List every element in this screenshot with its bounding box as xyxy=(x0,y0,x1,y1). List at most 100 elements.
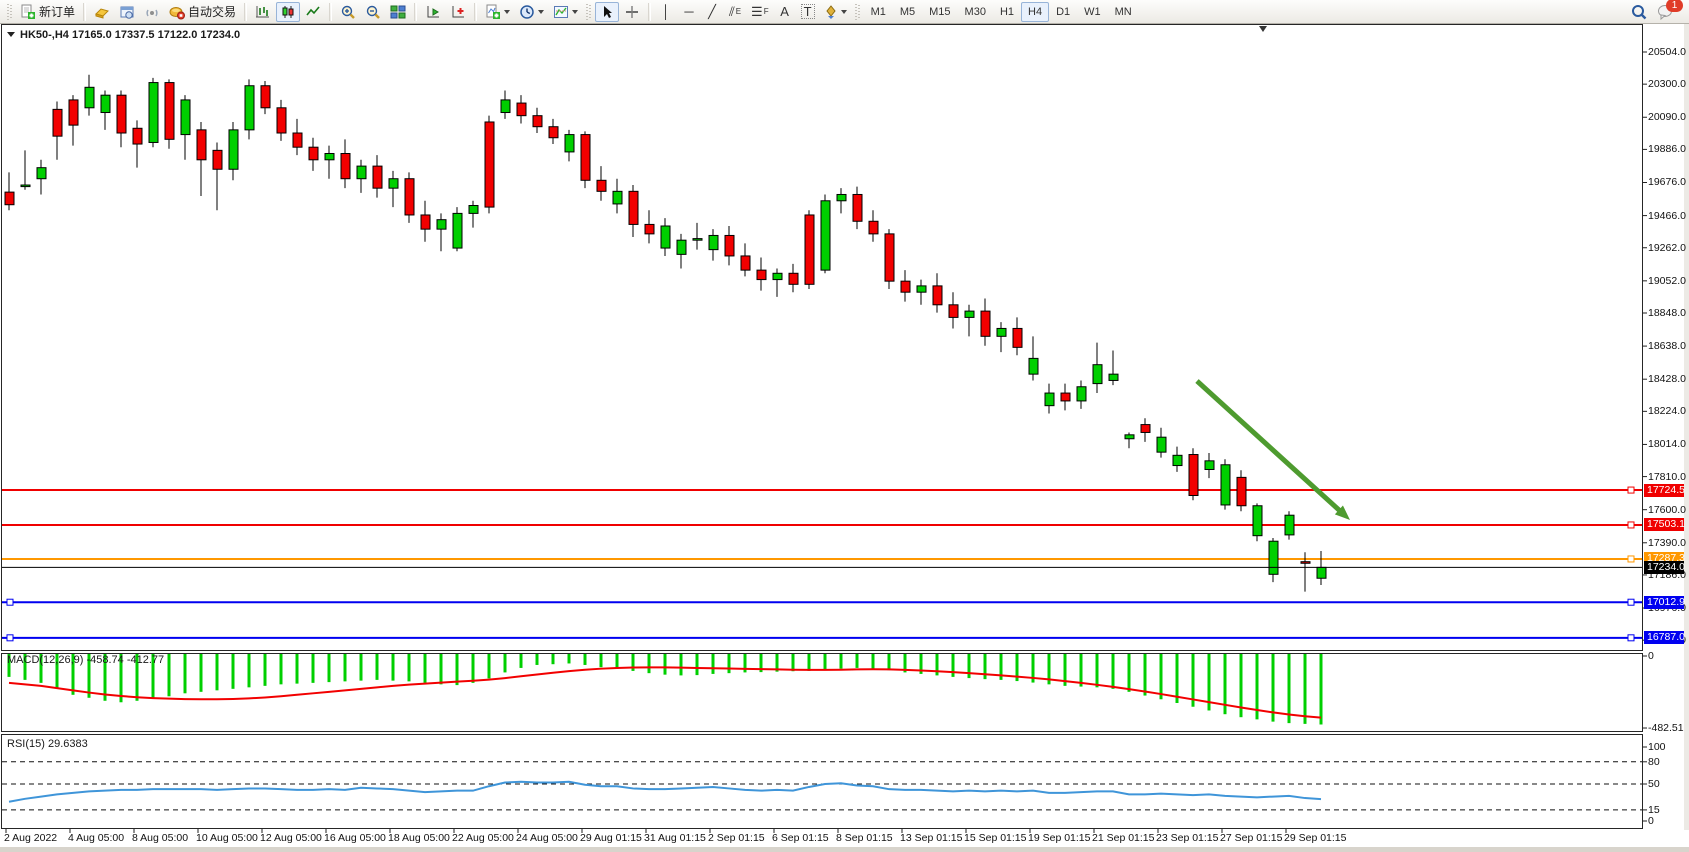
signals-button[interactable] xyxy=(140,2,164,22)
tile-windows-button[interactable] xyxy=(386,2,410,22)
timeframe-button-m1[interactable]: M1 xyxy=(864,2,893,22)
toolbar-separator xyxy=(244,2,248,21)
price-tick-label: 19262.0 xyxy=(1648,241,1686,254)
time-tick-label: 16 Aug 05:00 xyxy=(324,832,386,844)
timeframe-button-m30[interactable]: M30 xyxy=(958,2,993,22)
chart-shift-marker[interactable] xyxy=(1259,26,1267,36)
channel-sub-label: E xyxy=(735,7,742,16)
price-tick-label: 17810.0 xyxy=(1648,470,1686,483)
dropdown-caret-icon xyxy=(840,10,847,17)
chart-shift-icon xyxy=(452,5,465,17)
timeframe-button-h4[interactable]: H4 xyxy=(1021,1,1050,22)
arrow-objects-button[interactable] xyxy=(820,2,851,22)
zoom-out-button[interactable] xyxy=(361,2,385,22)
tile-windows-icon xyxy=(390,5,406,18)
chart-shift-button[interactable] xyxy=(446,2,470,22)
collapse-icon[interactable] xyxy=(7,32,15,41)
trendline-icon: ╱ xyxy=(708,4,716,19)
text-label-icon: T xyxy=(800,4,815,19)
templates-icon xyxy=(554,5,569,18)
pane-separator-rsi[interactable] xyxy=(1,731,1643,735)
zoom-in-icon xyxy=(341,5,355,19)
dropdown-caret-icon xyxy=(538,10,545,17)
new-order-button[interactable]: 新订单 xyxy=(16,2,79,22)
notification-count-badge: 1 xyxy=(1666,0,1683,12)
window-bottom-edge xyxy=(0,847,1689,852)
bar-chart-type-button[interactable] xyxy=(251,2,275,22)
candlestick-chart-icon xyxy=(282,5,294,18)
price-tick-label: 16772.0 xyxy=(1648,634,1686,647)
crosshair-icon xyxy=(626,5,639,18)
channel-icon: ⫽ xyxy=(728,4,735,19)
price-level-badge: 17287.3 xyxy=(1644,552,1685,566)
toolbar-grip[interactable] xyxy=(7,3,12,20)
time-tick-label: 2 Sep 01:15 xyxy=(708,832,765,844)
timeframe-button-m15[interactable]: M15 xyxy=(922,2,957,22)
timeframe-button-d1[interactable]: D1 xyxy=(1049,2,1077,22)
autotrading-button[interactable]: 自动交易 xyxy=(165,2,240,22)
autotrading-icon xyxy=(169,6,186,19)
time-tick-label: 4 Aug 05:00 xyxy=(68,832,125,844)
search-icon xyxy=(1632,4,1647,19)
toolbar-grip[interactable] xyxy=(854,3,860,20)
text-tool-button[interactable]: A xyxy=(774,2,796,22)
pane-separator-macd[interactable] xyxy=(1,650,1643,654)
right-margin xyxy=(1684,24,1689,830)
price-tick-label: 18428.0 xyxy=(1648,373,1686,386)
time-tick-label: 8 Aug 05:00 xyxy=(132,832,189,844)
fibonacci-icon: ☰ xyxy=(751,4,763,19)
equidistant-channel-button[interactable]: ⫽ E xyxy=(724,2,746,22)
price-tick-label: 16976.0 xyxy=(1648,602,1686,615)
toolbar-separator xyxy=(474,2,478,21)
templates-button[interactable] xyxy=(549,2,582,22)
current-price-badge: 17234.0 xyxy=(1644,560,1685,574)
text-label-tool-button[interactable]: T xyxy=(797,2,819,22)
timeframe-button-h1[interactable]: H1 xyxy=(993,2,1021,22)
navigator-button[interactable] xyxy=(115,2,139,22)
cursor-button[interactable] xyxy=(595,1,620,22)
indicators-button[interactable] xyxy=(481,2,514,22)
auto-scroll-button[interactable] xyxy=(421,2,445,22)
price-level-badge: 17503.1 xyxy=(1644,518,1685,532)
chart-title: HK50-,H4 17165.0 17337.5 17122.0 17234.0 xyxy=(7,28,240,41)
zoom-in-button[interactable] xyxy=(336,2,360,22)
crosshair-button[interactable] xyxy=(620,2,644,22)
rsi-tick-label: 0 xyxy=(1648,815,1654,827)
price-level-badge: 17012.9 xyxy=(1644,595,1685,609)
price-tick-label: 19466.0 xyxy=(1648,209,1686,222)
horizontal-line-button[interactable]: ─ xyxy=(678,2,700,22)
timeframe-button-mn[interactable]: MN xyxy=(1108,2,1139,22)
indicators-icon xyxy=(486,4,501,19)
price-tick-label: 19886.0 xyxy=(1648,143,1686,156)
fibonacci-button[interactable]: ☰ F xyxy=(747,2,773,22)
toolbar-separator xyxy=(414,2,418,21)
vertical-line-icon: │ xyxy=(661,4,671,19)
rsi-tick-label: 15 xyxy=(1648,803,1660,816)
notifications-button[interactable]: 1 xyxy=(1653,0,1683,22)
time-tick-label: 19 Sep 01:15 xyxy=(1028,832,1091,844)
cursor-icon xyxy=(604,5,613,18)
rsi-tick-label: 50 xyxy=(1648,778,1660,790)
timeframe-button-w1[interactable]: W1 xyxy=(1077,2,1108,22)
new-order-label: 新订单 xyxy=(39,5,76,19)
arrow-objects-icon xyxy=(825,4,836,19)
periods-button[interactable] xyxy=(515,2,548,22)
vertical-line-button[interactable]: │ xyxy=(655,2,677,22)
toolbar-separator xyxy=(329,2,333,21)
line-chart-icon xyxy=(306,5,320,15)
timeframe-button-m5[interactable]: M5 xyxy=(893,2,922,22)
time-tick-label: 21 Sep 01:15 xyxy=(1092,832,1155,844)
line-chart-type-button[interactable] xyxy=(301,2,325,22)
rsi-label: RSI(15) 29.6383 xyxy=(7,738,88,750)
chart-plot-area[interactable] xyxy=(1,24,1643,829)
time-tick-label: 23 Sep 01:15 xyxy=(1156,832,1219,844)
search-button[interactable] xyxy=(1626,2,1652,22)
toolbar-grip[interactable] xyxy=(586,3,592,20)
price-level-badge: 16787.0 xyxy=(1644,631,1685,645)
candlestick-chart-type-button[interactable] xyxy=(276,1,301,22)
rsi-tick-label: 100 xyxy=(1648,741,1666,753)
market-watch-button[interactable] xyxy=(90,2,114,22)
time-tick-label: 22 Aug 05:00 xyxy=(452,832,514,844)
trendline-button[interactable]: ╱ xyxy=(701,2,723,22)
auto-scroll-icon xyxy=(427,5,440,17)
